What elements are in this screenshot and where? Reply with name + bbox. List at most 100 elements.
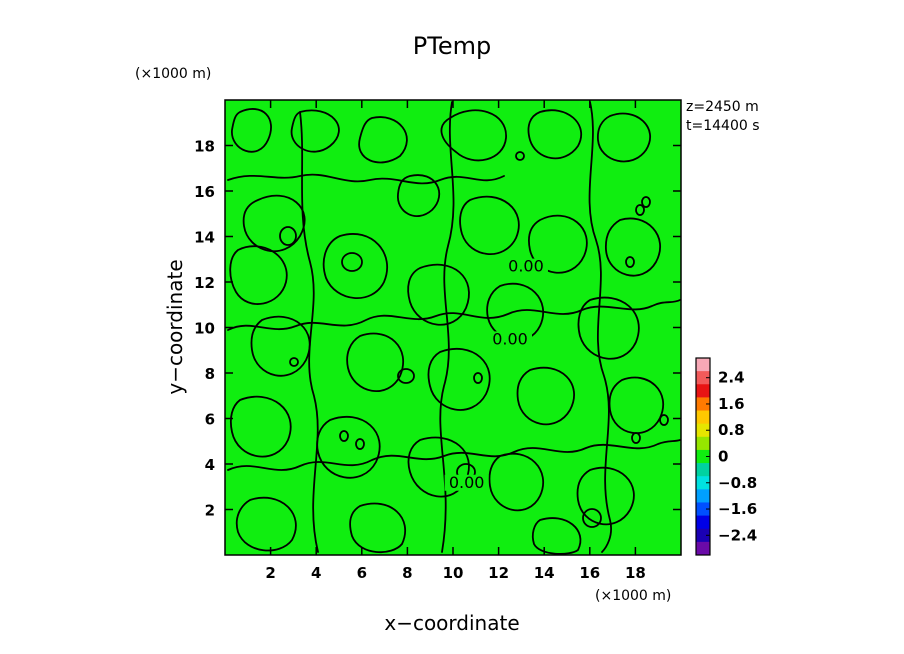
contour-line [279,226,297,246]
colorbar-tick-label: 2.4 [718,369,745,387]
y-tick-label: 18 [194,138,215,156]
colorbar-band [696,528,710,543]
x-tick-label: 16 [579,564,600,582]
y-tick-label: 6 [205,411,215,429]
contour-line [641,196,651,208]
contour-line [577,296,640,360]
y-tick-label: 12 [194,274,215,292]
plot-area: 0.00 0.00 0.00 2 4 6 8 10 12 14 16 18 2 4 6 8 10 12 14 16… [194,99,682,582]
x-tick-label: 10 [443,564,464,582]
contour-label: 0.00 [508,257,544,276]
contour-line [229,245,288,305]
contour-lines [227,101,681,555]
contour-line [289,357,299,367]
contour-line [605,217,662,277]
colorbar-tick-label: 0.8 [718,421,745,439]
y-axis-label: y−coordinate [163,259,187,394]
contour-line [341,252,363,272]
contour-line [439,101,455,553]
colorbar-band [696,541,710,556]
contour-line [635,204,645,216]
colorbar-band [696,397,710,412]
x-unit-label: (×1000 m) [595,588,671,604]
contour-line [227,299,681,331]
y-tick-label: 8 [205,365,215,383]
colorbar-band [696,436,710,451]
y-ticks: 2 4 6 8 10 12 14 16 18 [194,138,681,520]
contour-line [625,256,635,268]
contour-line [459,195,520,255]
contour-line [242,194,306,253]
contour-line [576,466,635,526]
colorbar-band [696,476,710,490]
contour-line [322,233,389,299]
colorbar-band [696,423,710,438]
contour-label-bg [444,474,489,491]
contour-line [488,452,545,512]
x-tick-label: 18 [625,564,646,582]
colorbar-band [696,449,710,464]
contour-line [358,116,408,164]
contour-line [515,151,525,161]
contour-line [582,508,602,528]
colorbar-band [696,489,710,503]
contour-line [227,173,505,185]
x-tick-label: 12 [488,564,509,582]
y-tick-label: 2 [205,502,215,520]
x-tick-label: 2 [265,564,275,582]
annotation-t: t=14400 s [686,118,760,134]
contour-label-bg [488,331,532,348]
contour-line [397,174,441,217]
contour-line [473,372,483,384]
colorbar-band [696,515,710,530]
contour-line [397,368,415,384]
chart-title: PTemp [413,32,491,60]
contour-line [231,108,272,153]
y-tick-label: 14 [194,229,215,247]
contour-line [355,438,365,450]
contour-line [516,366,575,426]
colorbar-tick-label: −0.8 [718,474,757,492]
contour-line [527,109,583,160]
contour-line [531,517,582,555]
x-tick-label: 14 [534,564,555,582]
contour-label: 0.00 [492,329,528,348]
colorbar-band [696,358,710,372]
colorbar: 2.4 1.6 0.8 0 −0.8 −1.6 −2.4 [695,357,757,556]
colorbar-band [696,371,710,385]
contour-line [407,436,470,498]
colorbar-band [696,384,710,398]
contour-line [631,432,641,444]
colorbar-tick-label: −1.6 [718,500,757,518]
contour-line [339,430,349,442]
colorbar-band [696,410,710,425]
y-tick-label: 10 [194,320,215,338]
colorbar-band [696,502,710,517]
contour-line [250,315,311,377]
contour-line [346,332,405,392]
x-axis-label: x−coordinate [384,611,519,635]
contour-label-group: 0.00 0.00 0.00 [444,257,548,492]
contour-label: 0.00 [449,473,485,492]
y-tick-label: 4 [205,456,215,474]
y-unit-label: (×1000 m) [135,66,211,82]
colorbar-band [696,463,710,477]
x-ticks: 2 4 6 8 10 12 14 16 18 [265,100,646,582]
y-tick-label: 16 [194,183,215,201]
contour-line [227,439,681,471]
contour-line [299,111,319,553]
colorbar-tick-label: 0 [718,448,728,466]
contour-line [527,214,588,274]
contour-line [659,414,669,426]
contour-line [349,502,407,554]
colorbar-tick-label: 1.6 [718,395,745,413]
colorbar-tick-label: −2.4 [718,526,757,544]
x-tick-label: 6 [357,564,367,582]
contour-line [229,395,292,458]
contour-line [290,109,340,153]
contour-line [588,101,612,553]
x-tick-label: 4 [311,564,321,582]
contour-label-bg [503,258,548,275]
contour-line [427,347,491,411]
x-tick-label: 8 [402,564,412,582]
